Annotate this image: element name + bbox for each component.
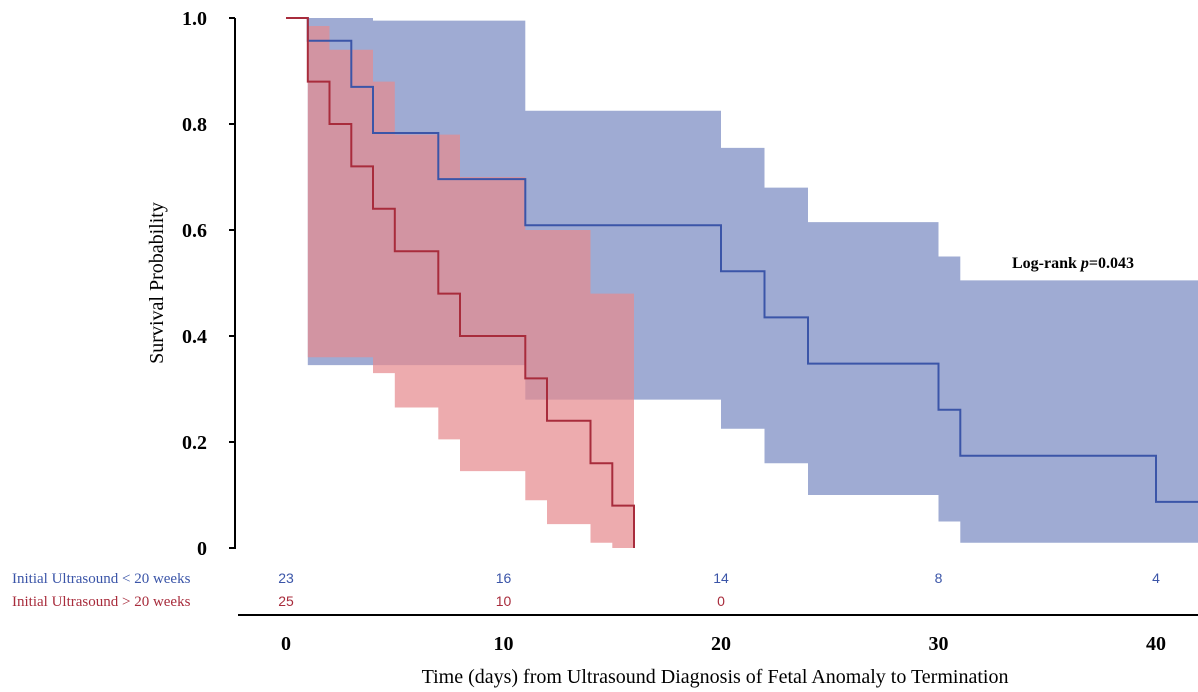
risk-count: 25 — [278, 593, 294, 609]
risk-count: 8 — [935, 570, 943, 586]
risk-count: 16 — [496, 570, 512, 586]
y-axis-ticks: 0 0.2 0.4 0.6 0.8 1.0 — [182, 8, 235, 560]
x-tick-label: 20 — [711, 633, 731, 655]
risk-row-label-under-20-weeks: Initial Ultrasound < 20 weeks — [12, 571, 191, 587]
x-axis-label: Time (days) from Ultrasound Diagnosis of… — [422, 666, 1009, 688]
survival-curve-over-20-weeks — [286, 17, 635, 548]
risk-row-label-over-20-weeks: Initial Ultrasound > 20 weeks — [12, 594, 191, 610]
p-value: =0.043 — [1089, 255, 1134, 272]
y-tick-label: 0.2 — [182, 432, 207, 454]
survival-curve-under-20-weeks — [286, 17, 1198, 503]
y-tick-label: 0.8 — [182, 114, 207, 136]
x-tick-label: 0 — [281, 633, 291, 655]
y-tick-label: 0.4 — [182, 326, 207, 348]
x-axis-ticks: 0 10 20 30 40 — [281, 633, 1166, 655]
log-rank-annotation: Log-rank p=0.043 — [1012, 255, 1134, 272]
log-rank-label: Log-rank — [1012, 255, 1081, 272]
survival-curves — [286, 17, 1198, 548]
y-axis-label: Survival Probability — [146, 202, 168, 364]
number-at-risk-table: Initial Ultrasound < 20 weeks 23 16 14 8 4 Ini… — [12, 570, 1160, 610]
y-tick-label: 0 — [197, 538, 207, 560]
x-tick-label: 40 — [1146, 633, 1166, 655]
risk-count: 0 — [717, 593, 725, 609]
y-tick-label: 0.6 — [182, 220, 207, 242]
ci-band-over-20-weeks — [307, 26, 634, 548]
x-tick-label: 10 — [494, 633, 514, 655]
confidence-bands — [286, 18, 1198, 548]
y-tick-label: 1.0 — [182, 8, 207, 30]
risk-count: 4 — [1152, 570, 1160, 586]
x-tick-label: 30 — [929, 633, 949, 655]
risk-count: 23 — [278, 570, 294, 586]
risk-count: 14 — [713, 570, 729, 586]
ci-band-under-20-weeks — [286, 18, 1198, 543]
risk-count: 10 — [496, 593, 512, 609]
p-symbol: p — [1079, 255, 1089, 272]
